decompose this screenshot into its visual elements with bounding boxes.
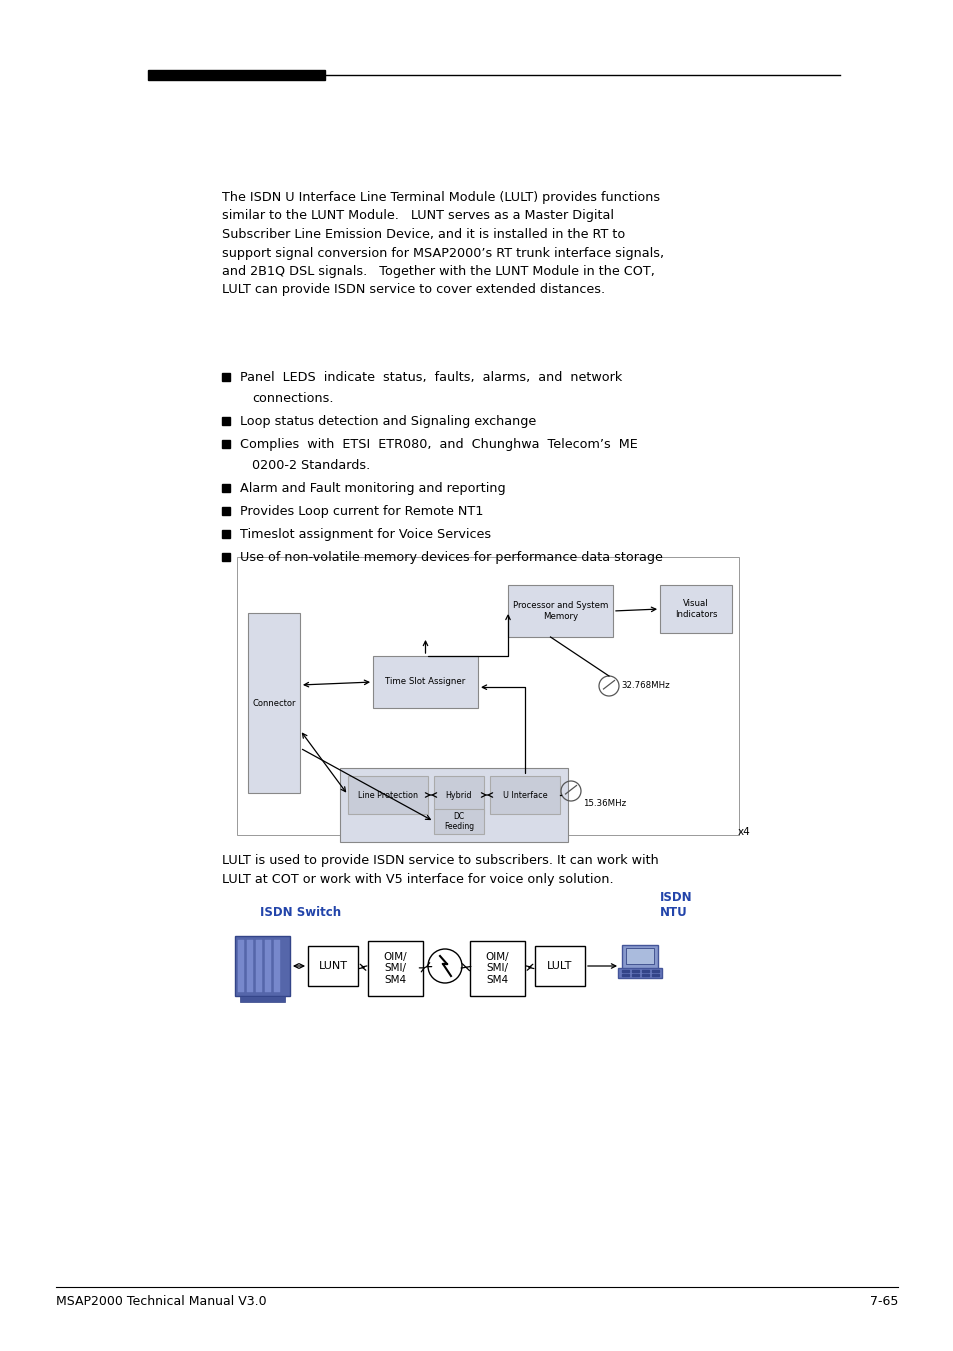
Text: Processor and System
Memory: Processor and System Memory	[513, 601, 608, 621]
Bar	[247, 940, 253, 992]
Text: Visual
Indicators: Visual Indicators	[674, 598, 717, 619]
Bar	[222, 373, 230, 381]
Bar	[470, 942, 524, 996]
Bar	[222, 484, 230, 492]
Bar	[274, 940, 280, 992]
Bar	[348, 775, 428, 815]
Bar	[631, 970, 639, 971]
Bar	[234, 936, 290, 996]
Text: The ISDN U Interface Line Terminal Module (LULT) provides functions
similar to t: The ISDN U Interface Line Terminal Modul…	[222, 190, 663, 296]
Bar	[339, 767, 567, 842]
Bar	[641, 970, 648, 971]
Text: LULT is used to provide ISDN service to subscribers. It can work with
LULT at CO: LULT is used to provide ISDN service to …	[222, 854, 659, 885]
Text: Alarm and Fault monitoring and reporting: Alarm and Fault monitoring and reporting	[240, 482, 505, 494]
Bar	[222, 507, 230, 515]
Text: LUNT: LUNT	[318, 961, 347, 971]
Text: DC
Feeding: DC Feeding	[443, 812, 474, 831]
Bar	[222, 417, 230, 426]
Bar	[373, 657, 477, 708]
Bar	[265, 940, 271, 992]
Text: 15.36MHz: 15.36MHz	[582, 798, 625, 808]
Text: 7-65: 7-65	[869, 1296, 897, 1308]
Text: 0200-2 Standards.: 0200-2 Standards.	[252, 459, 370, 471]
Text: x4: x4	[738, 827, 750, 838]
Bar	[148, 70, 325, 80]
Bar	[659, 585, 731, 634]
Text: ISDN
NTU: ISDN NTU	[659, 892, 692, 919]
Text: OIM/
SMI/
SM4: OIM/ SMI/ SM4	[383, 952, 407, 985]
Text: Provides Loop current for Remote NT1: Provides Loop current for Remote NT1	[240, 505, 483, 517]
Text: Complies  with  ETSI  ETR080,  and  Chunghwa  Telecom’s  ME: Complies with ETSI ETR080, and Chunghwa …	[240, 438, 638, 451]
Text: ISDN Switch: ISDN Switch	[260, 907, 341, 919]
Bar	[625, 948, 654, 965]
Bar	[236, 557, 739, 835]
Text: Use of non-volatile memory devices for performance data storage: Use of non-volatile memory devices for p…	[240, 551, 662, 563]
Bar	[434, 809, 483, 834]
Text: connections.: connections.	[252, 392, 334, 405]
Bar	[621, 974, 628, 975]
Bar	[222, 440, 230, 449]
Text: Time Slot Assigner: Time Slot Assigner	[385, 677, 465, 686]
Text: Timeslot assignment for Voice Services: Timeslot assignment for Voice Services	[240, 528, 491, 540]
Bar	[368, 942, 422, 996]
Text: U Interface: U Interface	[502, 790, 547, 800]
Bar	[237, 940, 244, 992]
Bar	[621, 944, 658, 971]
Bar	[651, 970, 659, 971]
Text: 32.768MHz: 32.768MHz	[620, 681, 669, 690]
Text: Panel  LEDS  indicate  status,  faults,  alarms,  and  network: Panel LEDS indicate status, faults, alar…	[240, 372, 621, 384]
Text: LULT: LULT	[547, 961, 572, 971]
Bar	[631, 974, 639, 975]
Bar	[255, 940, 262, 992]
Bar	[641, 974, 648, 975]
Bar	[621, 970, 628, 971]
Bar	[248, 613, 299, 793]
Bar	[308, 946, 357, 986]
Bar	[490, 775, 559, 815]
Text: OIM/
SMI/
SM4: OIM/ SMI/ SM4	[485, 952, 509, 985]
Text: Connector: Connector	[252, 698, 295, 708]
Circle shape	[428, 948, 461, 984]
Bar	[507, 585, 613, 638]
Text: Line Protection: Line Protection	[357, 790, 417, 800]
Bar	[651, 974, 659, 975]
Text: MSAP2000 Technical Manual V3.0: MSAP2000 Technical Manual V3.0	[56, 1296, 266, 1308]
Bar	[222, 530, 230, 538]
Text: Hybrid: Hybrid	[445, 790, 472, 800]
Bar	[240, 996, 285, 1002]
Bar	[535, 946, 584, 986]
Text: Loop status detection and Signaling exchange: Loop status detection and Signaling exch…	[240, 415, 536, 428]
Bar	[434, 775, 483, 815]
Bar	[222, 553, 230, 561]
Bar	[618, 969, 661, 978]
